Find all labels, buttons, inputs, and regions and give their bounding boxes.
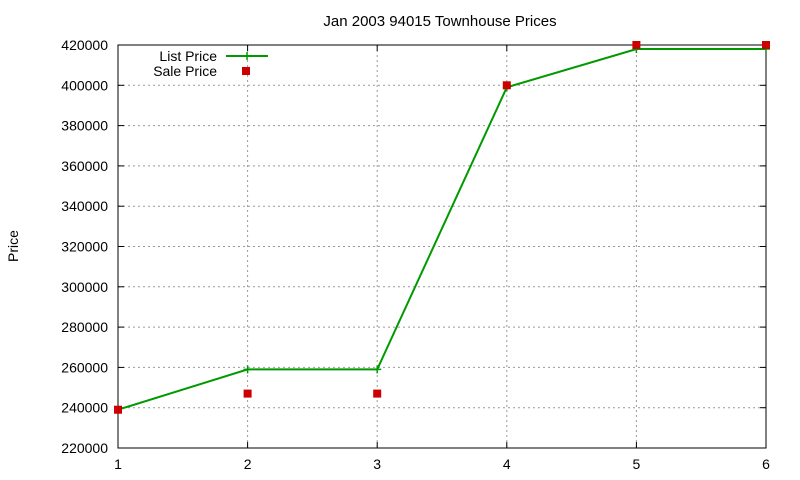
x-tick-label: 2 — [244, 456, 252, 472]
y-tick-label: 260000 — [61, 359, 108, 375]
legend-marker-sale-price — [242, 67, 250, 75]
y-tick-label: 360000 — [61, 158, 108, 174]
grid — [118, 45, 766, 448]
sale-price-point — [373, 389, 382, 398]
y-tick-label: 220000 — [61, 440, 108, 456]
list-price-point — [373, 365, 382, 374]
x-tick-label: 1 — [114, 456, 122, 472]
list-price-point — [243, 365, 252, 374]
list-price-line — [117, 48, 766, 411]
y-tick-label: 340000 — [61, 198, 108, 214]
y-tick-label: 320000 — [61, 239, 108, 255]
sale-price-point — [502, 81, 511, 90]
series-layer — [114, 41, 770, 414]
sale-price-point — [632, 41, 641, 49]
legend-marker-list-price — [243, 52, 251, 60]
y-tick-label: 240000 — [61, 400, 108, 416]
y-tick-label: 400000 — [61, 77, 108, 93]
legend-label-list-price: List Price — [159, 48, 217, 64]
sale-price-point — [114, 405, 122, 414]
axis-ticks: 1 2 3 4 5 6 220000 240000 260000 280000 300000 3200… — [61, 37, 770, 472]
x-tick-label: 4 — [503, 456, 511, 472]
y-axis-label: Price — [5, 230, 21, 262]
legend-label-sale-price: Sale Price — [153, 63, 217, 79]
x-tick-label: 3 — [373, 456, 381, 472]
legend: List Price Sale Price — [153, 48, 268, 79]
x-tick-label: 6 — [762, 456, 770, 472]
y-tick-label: 280000 — [61, 319, 108, 335]
chart-title: Jan 2003 94015 Townhouse Prices — [323, 13, 556, 30]
sale-price-point — [243, 389, 252, 398]
y-tick-label: 380000 — [61, 118, 108, 134]
x-tick-label: 5 — [633, 456, 641, 472]
y-tick-label: 420000 — [61, 37, 108, 53]
sale-price-point — [762, 41, 770, 49]
y-tick-label: 300000 — [61, 279, 108, 295]
